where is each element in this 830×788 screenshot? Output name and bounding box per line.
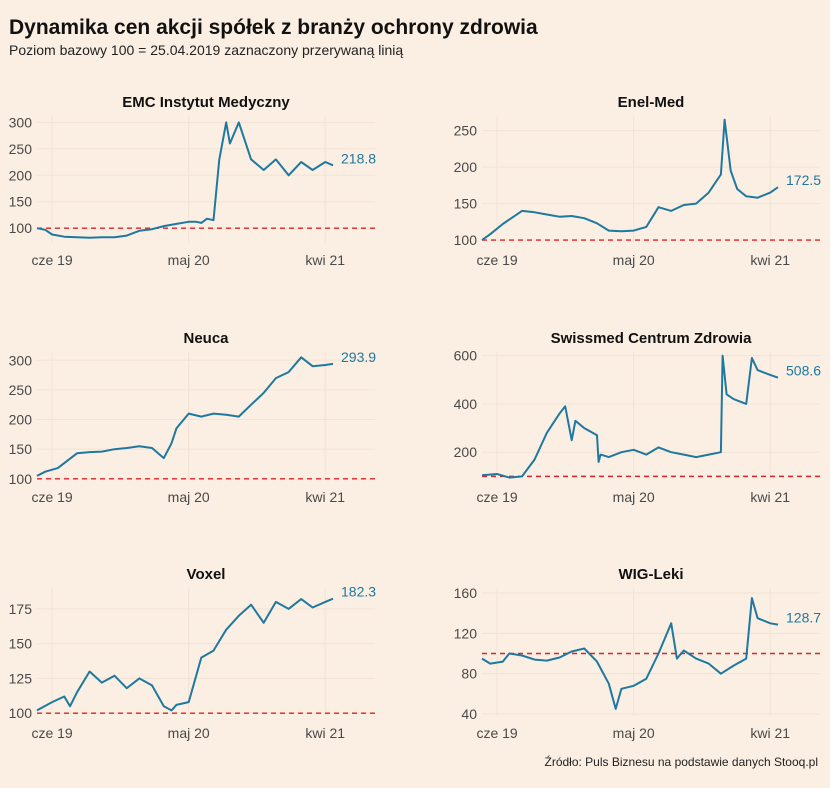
y-tick-label: 100	[454, 232, 478, 248]
end-value-label: 218.8	[341, 150, 376, 166]
y-tick-label: 600	[454, 348, 478, 364]
y-tick-label: 175	[9, 601, 33, 617]
panel-title: Swissmed Centrum Zdrowia	[551, 330, 753, 347]
y-tick-label: 250	[454, 123, 478, 139]
series-line	[481, 118, 779, 241]
x-tick-label: cze 19	[476, 725, 517, 741]
x-tick-label: kwi 21	[305, 252, 345, 268]
chart-panel: Neuca 100 150 200 250 300 cze 19 maj 20 kwi 21 29…	[9, 330, 377, 505]
chart-panel: EMC Instytut Medyczny 100 150 200 250 300 cze …	[9, 94, 377, 268]
series-line	[481, 354, 779, 479]
series-line	[36, 356, 334, 477]
y-tick-label: 80	[461, 666, 477, 682]
chart-panel: Enel-Med 100 150 200 250 cze 19 maj 20 kwi 21 17…	[454, 94, 822, 268]
series-line	[481, 597, 779, 710]
panel-title: Voxel	[187, 566, 226, 583]
y-tick-label: 200	[454, 444, 478, 460]
y-tick-label: 200	[454, 159, 478, 175]
y-tick-label: 200	[9, 167, 33, 183]
chart-title: Dynamika cen akcji spółek z branży ochro…	[9, 16, 538, 39]
series-line	[36, 121, 334, 239]
y-tick-label: 100	[9, 220, 33, 236]
y-tick-label: 160	[454, 585, 478, 601]
chart-panel: WIG-Leki 40 80 120 160 cze 19 maj 20 kwi 21 128.…	[454, 566, 822, 741]
x-tick-label: cze 19	[31, 725, 72, 741]
x-tick-label: kwi 21	[305, 725, 345, 741]
y-tick-label: 300	[9, 352, 33, 368]
y-tick-label: 150	[9, 636, 33, 652]
y-tick-label: 300	[9, 114, 33, 130]
y-tick-label: 40	[461, 706, 477, 722]
x-tick-label: kwi 21	[750, 725, 790, 741]
x-tick-label: maj 20	[613, 725, 655, 741]
panel-title: Enel-Med	[618, 94, 685, 111]
x-tick-label: cze 19	[476, 252, 517, 268]
x-tick-label: maj 20	[613, 489, 655, 505]
y-tick-label: 250	[9, 382, 33, 398]
y-tick-label: 125	[9, 670, 33, 686]
chart-subtitle: Poziom bazowy 100 = 25.04.2019 zaznaczon…	[9, 42, 404, 58]
x-tick-label: cze 19	[476, 489, 517, 505]
panel-title: WIG-Leki	[618, 566, 683, 583]
x-tick-label: maj 20	[168, 489, 210, 505]
y-tick-label: 150	[9, 441, 33, 457]
y-tick-label: 400	[454, 396, 478, 412]
end-value-label: 128.7	[786, 610, 821, 626]
x-tick-label: kwi 21	[750, 252, 790, 268]
x-tick-label: cze 19	[31, 252, 72, 268]
x-tick-label: maj 20	[613, 252, 655, 268]
series-line	[36, 597, 334, 712]
x-tick-label: maj 20	[168, 725, 210, 741]
end-value-label: 293.9	[341, 349, 376, 365]
y-tick-label: 100	[9, 705, 33, 721]
y-tick-label: 100	[9, 471, 33, 487]
x-tick-label: maj 20	[168, 252, 210, 268]
chart-panel: Swissmed Centrum Zdrowia 200 400 600 cze 19 m…	[454, 330, 822, 505]
end-value-label: 172.5	[786, 172, 821, 188]
y-tick-label: 250	[9, 141, 33, 157]
panel-title: Neuca	[183, 330, 229, 347]
chart-panel: Voxel 100 125 150 175 cze 19 maj 20 kwi 21 182.3	[9, 566, 377, 741]
panel-title: EMC Instytut Medyczny	[122, 94, 290, 111]
x-tick-label: kwi 21	[305, 489, 345, 505]
end-value-label: 508.6	[786, 363, 821, 379]
y-tick-label: 120	[454, 625, 478, 641]
y-tick-label: 150	[9, 194, 33, 210]
x-tick-label: cze 19	[31, 489, 72, 505]
source-note: Źródło: Puls Biznesu na podstawie danych…	[544, 755, 819, 769]
x-tick-label: kwi 21	[750, 489, 790, 505]
y-tick-label: 150	[454, 196, 478, 212]
end-value-label: 182.3	[341, 584, 376, 600]
y-tick-label: 200	[9, 412, 33, 428]
